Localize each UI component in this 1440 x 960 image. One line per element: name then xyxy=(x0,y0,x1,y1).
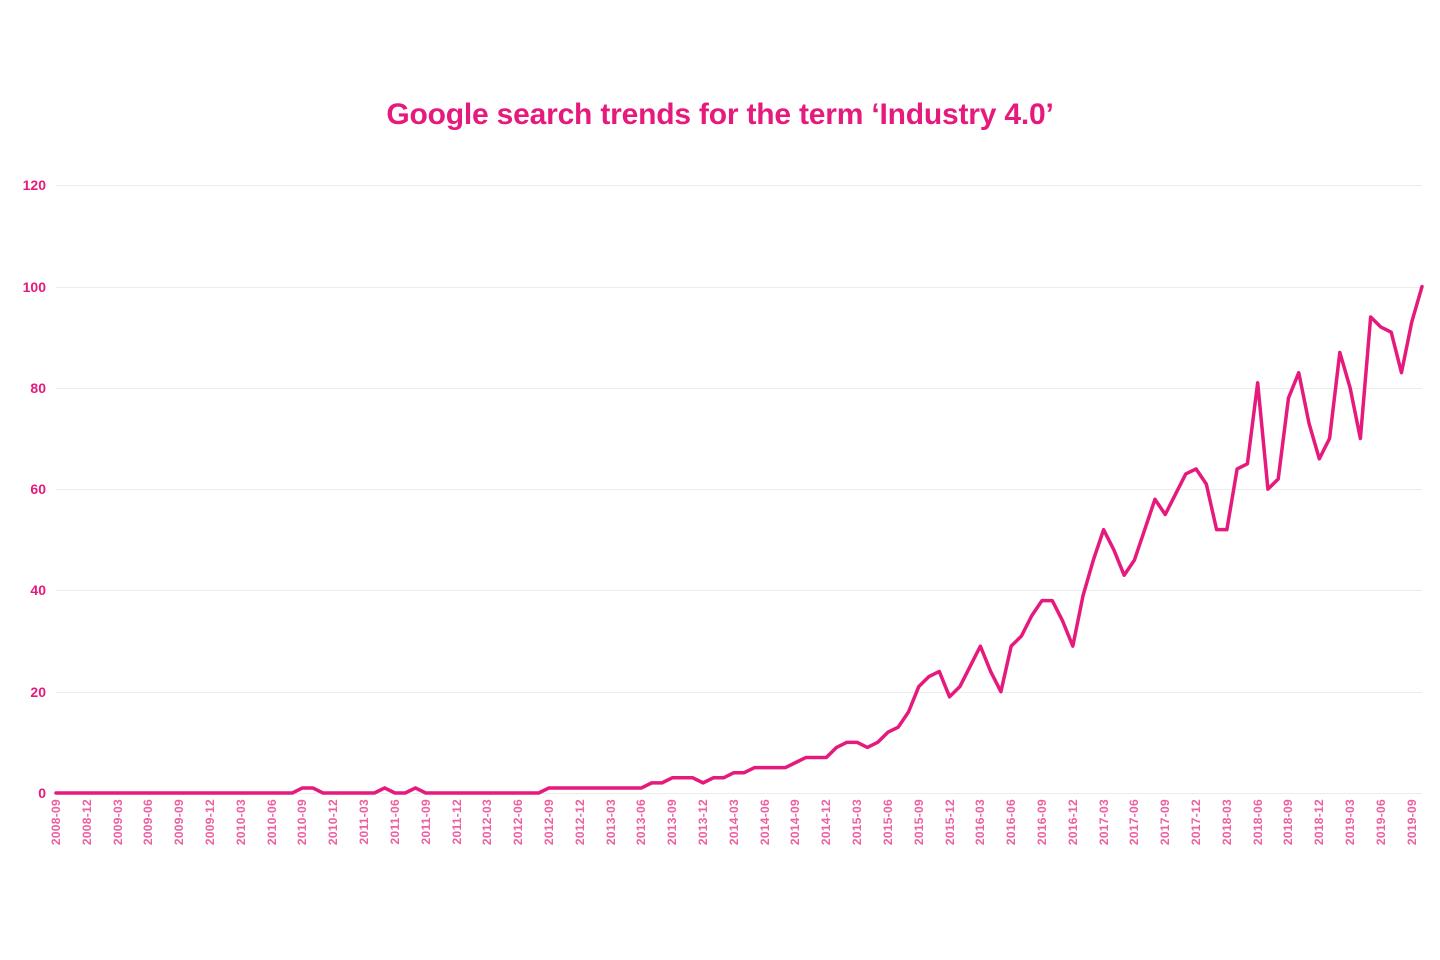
x-axis-tick-label: 2015-06 xyxy=(880,799,895,846)
x-axis-tick-label: 2015-09 xyxy=(911,799,926,846)
series-polyline xyxy=(56,287,1422,793)
x-axis-tick-label: 2015-03 xyxy=(850,799,865,846)
x-axis-tick-label: 2014-12 xyxy=(819,799,834,846)
x-axis-tick-label: 2016-12 xyxy=(1065,799,1080,846)
x-axis-tick-label: 2009-03 xyxy=(110,799,125,846)
line-series-industry-40 xyxy=(56,160,1422,793)
x-axis-tick-label: 2013-06 xyxy=(634,799,649,846)
x-axis-tick-label: 2018-06 xyxy=(1250,799,1265,846)
x-axis-tick-label: 2015-12 xyxy=(942,799,957,846)
y-axis: 0 20 40 60 80 100 120 xyxy=(0,160,46,800)
chart-title: Google search trends for the term ‘Indus… xyxy=(386,98,1054,131)
x-axis-tick-label: 2019-09 xyxy=(1404,799,1419,846)
x-axis-tick-label: 2011-09 xyxy=(418,799,433,845)
x-axis-tick-label: 2014-09 xyxy=(788,799,803,846)
x-axis-tick-label: 2008-09 xyxy=(49,799,63,846)
x-axis-tick-label: 2011-06 xyxy=(387,799,402,845)
x-axis-tick-label: 2018-09 xyxy=(1281,799,1296,846)
y-axis-tick-label: 80 xyxy=(30,379,46,396)
x-axis-tick-label: 2008-12 xyxy=(79,799,94,846)
x-axis-tick-label: 2013-03 xyxy=(603,799,618,846)
x-axis: 2008-09 2008-12 2009-03 2009-06 2009-09 2009-… xyxy=(49,799,1422,889)
y-axis-tick-label: 40 xyxy=(30,582,46,599)
x-axis-tick-label: 2016-09 xyxy=(1034,799,1049,846)
x-axis-tick-label: 2009-06 xyxy=(141,799,156,846)
x-axis-tick-label: 2016-06 xyxy=(1004,799,1019,846)
x-axis-tick-label: 2012-03 xyxy=(480,799,495,846)
x-axis-tick-label: 2019-06 xyxy=(1373,799,1388,846)
x-axis-tick-label: 2013-09 xyxy=(665,799,680,846)
x-axis-tick-label: 2012-09 xyxy=(541,799,556,846)
y-axis-tick-label: 0 xyxy=(38,785,46,801)
x-axis-tick-label: 2010-12 xyxy=(326,799,341,846)
y-axis-tick-label: 100 xyxy=(22,278,46,295)
x-axis-tick-label: 2017-03 xyxy=(1096,799,1111,846)
x-axis-tick-label: 2017-06 xyxy=(1127,799,1142,846)
y-axis-tick-label: 120 xyxy=(22,177,46,194)
x-axis-tick-label: 2010-06 xyxy=(264,799,279,846)
x-axis-tick-label: 2018-12 xyxy=(1312,799,1327,846)
x-axis-tick-label: 2011-12 xyxy=(449,799,464,845)
x-axis-tick-label: 2017-09 xyxy=(1158,799,1173,846)
x-axis-tick-label: 2012-12 xyxy=(572,799,587,846)
plot-area xyxy=(56,160,1422,793)
x-axis-tick-label: 2009-09 xyxy=(172,799,187,846)
x-axis-tick-label: 2018-03 xyxy=(1219,799,1234,846)
x-axis-tick-label: 2017-12 xyxy=(1189,799,1204,846)
x-axis-tick-label: 2011-03 xyxy=(357,799,372,845)
x-axis-tick-label: 2010-09 xyxy=(295,799,310,846)
x-axis-tick-label: 2016-03 xyxy=(973,799,988,846)
x-axis-tick-label: 2010-03 xyxy=(233,799,248,846)
x-axis-tick-label: 2012-06 xyxy=(511,799,526,846)
x-axis-tick-label: 2014-03 xyxy=(726,799,741,846)
x-axis-tick-label: 2009-12 xyxy=(203,799,218,846)
x-axis-tick-label: 2014-06 xyxy=(757,799,772,846)
y-axis-tick-label: 20 xyxy=(30,683,46,700)
x-axis-tick-label: 2019-03 xyxy=(1343,799,1358,846)
x-axis-tick-label: 2013-12 xyxy=(696,799,711,846)
y-axis-tick-label: 60 xyxy=(30,481,46,498)
